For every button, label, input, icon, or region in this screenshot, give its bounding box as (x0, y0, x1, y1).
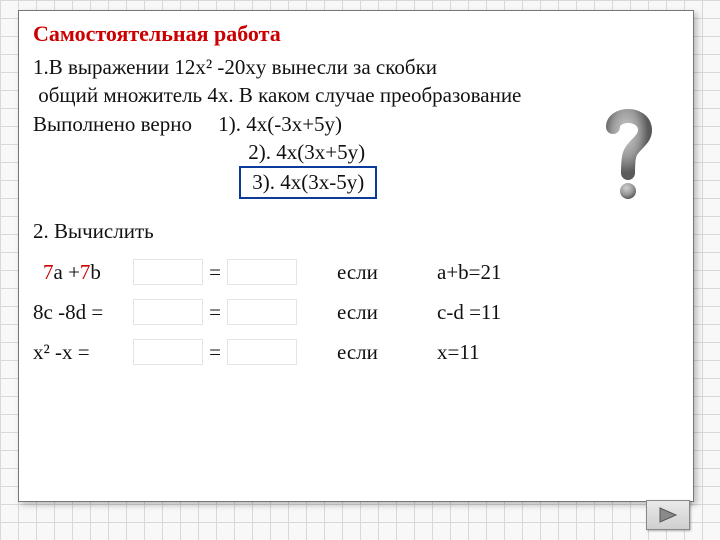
question-mark-icon (593, 105, 663, 205)
q2-row-1: 7a +7b = если a+b=21 (33, 259, 679, 285)
next-arrow-icon (657, 506, 679, 524)
q2-row1-mid1: a + (54, 260, 80, 284)
q2-row-3: x² -x = = если x=11 (33, 339, 679, 365)
q2-row3-lhs: x² -x = (33, 340, 133, 365)
q2-row1-blank1[interactable] (133, 259, 203, 285)
page-title: Самостоятельная работа (33, 21, 679, 47)
q2-row3-cond: x=11 (437, 340, 480, 365)
q1-line2: общий множитель 4x. В каком случае преоб… (33, 81, 679, 109)
q1-option-3-boxed[interactable]: 3). 4x(3x-5y) (239, 166, 377, 198)
equals-sign: = (203, 260, 227, 285)
q2-row1-red2: 7 (80, 260, 91, 284)
q2-heading: 2. Вычислить (33, 217, 679, 245)
q1-line3: Выполнено верно 1). 4x(-3x+5y) (33, 110, 679, 138)
q2-row3-blank1[interactable] (133, 339, 203, 365)
q2-row1-lhs: 7a +7b (33, 260, 133, 285)
q2-row2-if: если (337, 300, 417, 325)
q2-row3-if: если (337, 340, 417, 365)
q1-line1: 1.В выражении 12x² -20xy вынесли за скоб… (33, 53, 679, 81)
q2-row2-blank1[interactable] (133, 299, 203, 325)
q2-row1-mid2: b (90, 260, 101, 284)
q1-line3-left: Выполнено верно (33, 112, 218, 136)
equals-sign: = (203, 340, 227, 365)
next-button[interactable] (646, 500, 690, 530)
q1-option-3-row: 3). 4x(3x-5y) (33, 166, 679, 198)
q2-row1-blank2[interactable] (227, 259, 297, 285)
q2-row3-blank2[interactable] (227, 339, 297, 365)
q2-row2-blank2[interactable] (227, 299, 297, 325)
q2-row1-red1: 7 (43, 260, 54, 284)
q2-row2-lhs: 8c -8d = (33, 300, 133, 325)
q1-option-1: 1). 4x(-3x+5y) (218, 112, 342, 136)
worksheet-sheet: Самостоятельная работа 1.В выражении 12x… (18, 10, 694, 502)
q1-option-2: 2). 4x(3x+5y) (243, 140, 365, 164)
q2-row-2: 8c -8d = = если c-d =11 (33, 299, 679, 325)
equals-sign: = (203, 300, 227, 325)
q1-option-2-row: 2). 4x(3x+5y) (33, 138, 679, 166)
q2-row2-cond: c-d =11 (437, 300, 501, 325)
q2-row1-cond: a+b=21 (437, 260, 502, 285)
q2-row1-if: если (337, 260, 417, 285)
